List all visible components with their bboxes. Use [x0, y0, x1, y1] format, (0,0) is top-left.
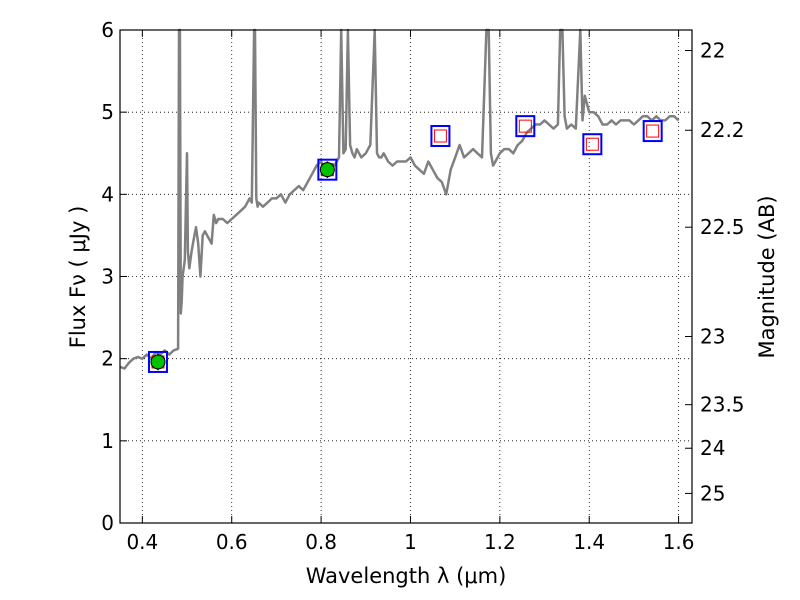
photometry-box — [317, 158, 338, 181]
y2-tick-label: 24 — [700, 436, 725, 460]
photometry-box — [147, 350, 168, 373]
model-point — [585, 137, 599, 151]
x-tick-label: 1.6 — [663, 530, 695, 554]
y-tick-label: 3 — [101, 265, 114, 289]
photometry-box — [430, 124, 451, 147]
y2-tick-label: 22 — [700, 39, 725, 63]
x-tick-label: 0.8 — [305, 530, 337, 554]
x-tick-label: 1 — [404, 530, 417, 554]
y2-tick-label: 22.5 — [700, 215, 745, 239]
y2-tick-label: 22.2 — [700, 118, 745, 142]
y-tick-label: 1 — [101, 429, 114, 453]
y-tick-label: 6 — [101, 18, 114, 42]
y2-tick-label: 23.5 — [700, 393, 745, 417]
y-tick-label: 0 — [101, 511, 114, 535]
model-point — [433, 129, 447, 143]
grid-lines — [120, 29, 692, 524]
x-tick-label: 0.4 — [126, 530, 158, 554]
photometry-box — [515, 115, 536, 138]
axis-ticks: 0.4 0.6 0.8 1 1.2 1.4 1.601234562222.222.52323… — [101, 18, 744, 554]
axes-frame — [119, 29, 693, 524]
y-tick-label: 2 — [101, 347, 114, 371]
model-point — [518, 119, 532, 133]
observed-point — [319, 162, 335, 178]
spectrum-line — [119, 28, 680, 370]
photometry-box — [582, 133, 603, 156]
photometry-box — [642, 120, 663, 143]
model-point — [646, 124, 660, 138]
y-tick-label: 5 — [101, 100, 114, 124]
x-tick-label: 0.6 — [216, 530, 248, 554]
x-tick-label: 1.2 — [484, 530, 516, 554]
y-axis-label: Flux Fν ( μJy ) — [66, 206, 90, 349]
x-axis-label: Wavelength λ (μm) — [306, 564, 507, 588]
y2-tick-label: 25 — [700, 481, 725, 505]
plot-area — [119, 28, 680, 373]
y-tick-label: 4 — [101, 182, 114, 206]
y2-axis-label: Magnitude (AB) — [755, 195, 779, 358]
x-tick-label: 1.4 — [573, 530, 605, 554]
y2-tick-label: 23 — [700, 324, 725, 348]
photometry-points — [147, 115, 663, 373]
observed-point — [150, 354, 166, 370]
